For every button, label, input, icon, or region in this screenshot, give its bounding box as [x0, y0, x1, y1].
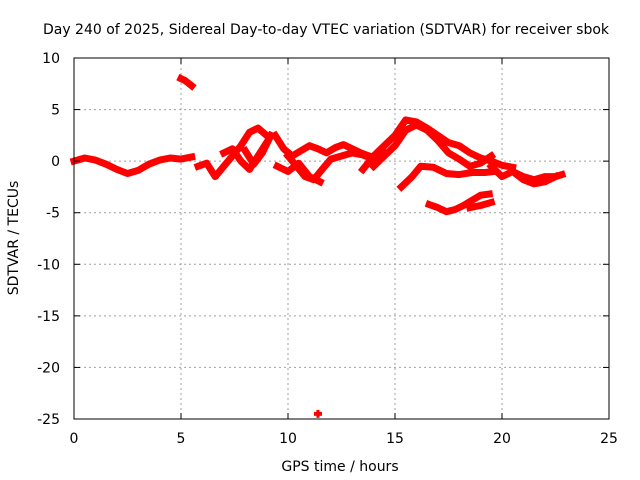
x-axis-tick-labels: 0 5 10 15 20 25	[70, 431, 618, 447]
series-track-1	[69, 152, 196, 177]
y-tick-label: 10	[42, 51, 60, 67]
x-tick-label: 20	[493, 431, 511, 447]
y-tick-label: -15	[37, 309, 60, 325]
y-tick-label: -25	[37, 412, 60, 428]
x-tick-label: 0	[70, 431, 79, 447]
y-tick-label: 5	[51, 103, 60, 119]
series-track-3	[193, 124, 272, 181]
y-tick-label: -5	[46, 206, 60, 222]
series-track-8	[272, 159, 325, 187]
series-track-2	[176, 73, 197, 91]
series-track-11	[396, 162, 498, 192]
plot-frame	[73, 57, 610, 420]
axis-ticks	[73, 57, 610, 420]
series-track-10	[368, 121, 497, 172]
series-track-12	[424, 190, 494, 216]
series-track-15	[507, 166, 561, 188]
x-tick-label: 15	[386, 431, 404, 447]
chart-title: Day 240 of 2025, Sidereal Day-to-day VTE…	[43, 22, 610, 38]
x-axis-label: GPS time / hours	[281, 459, 398, 475]
x-tick-label: 25	[600, 431, 618, 447]
x-tick-label: 5	[177, 431, 186, 447]
y-tick-label: -20	[37, 360, 60, 376]
y-tick-label: 0	[51, 154, 60, 170]
data-point-cross	[316, 409, 320, 418]
series-layer	[69, 73, 567, 418]
y-axis-tick-labels: -25 -20 -15 -10 -5 0 5 10	[37, 51, 60, 428]
series-track-5	[240, 130, 276, 168]
y-tick-label: -10	[37, 257, 60, 273]
y-axis-label: SDTVAR / TECUs	[6, 181, 22, 296]
grid	[74, 58, 609, 419]
series-track-13	[465, 198, 496, 212]
x-tick-label: 10	[279, 431, 297, 447]
